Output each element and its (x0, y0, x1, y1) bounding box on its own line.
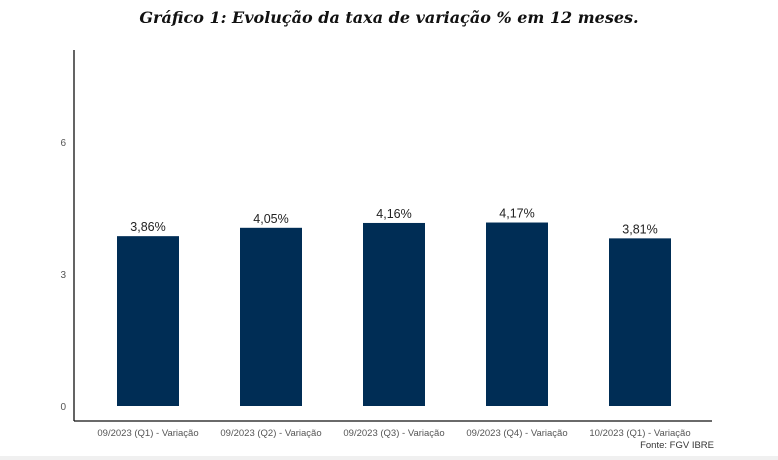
y-tick-label: 0 (60, 402, 66, 413)
data-label: 4,05% (253, 212, 288, 226)
x-tick-label: 09/2023 (Q4) - Variação (466, 428, 567, 439)
y-tick-label: 3 (60, 270, 66, 281)
y-tick-label: 6 (60, 138, 66, 149)
bar (486, 222, 548, 406)
x-tick-label: 09/2023 (Q3) - Variação (343, 428, 444, 439)
bottom-rule (0, 456, 778, 460)
bar (609, 238, 671, 406)
data-label: 4,16% (376, 207, 411, 221)
bar (240, 227, 302, 406)
x-tick-label: 09/2023 (Q1) - Variação (97, 428, 198, 439)
data-label: 3,81% (622, 222, 657, 236)
chart-title: Gráfico 1: Evolução da taxa de variação … (139, 8, 639, 27)
data-label: 4,17% (499, 207, 534, 221)
data-label: 3,86% (130, 220, 165, 234)
bar (117, 236, 179, 406)
x-tick-label: 09/2023 (Q2) - Variação (220, 428, 321, 439)
bar (363, 222, 425, 406)
x-tick-label: 10/2023 (Q1) - Variação (589, 428, 690, 439)
source-note: Fonte: FGV IBRE (640, 440, 714, 451)
